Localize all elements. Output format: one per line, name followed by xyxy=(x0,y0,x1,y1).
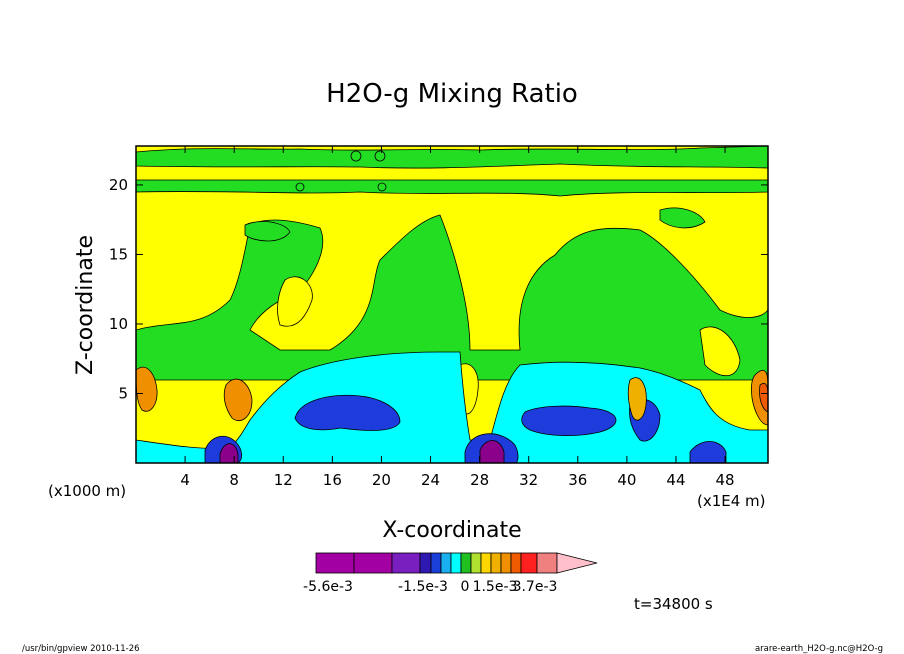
x-tick-label: 28 xyxy=(470,471,489,489)
blue-core-bottom-3 xyxy=(689,441,727,463)
chart-title: H2O-g Mixing Ratio xyxy=(326,79,578,109)
yellow-plume-3 xyxy=(699,326,741,377)
x-tick-label: 8 xyxy=(229,471,239,489)
footer-right: arare-earth_H2O-g.nc@H2O-g xyxy=(755,644,883,654)
x-axis-label: X-coordinate xyxy=(382,518,521,543)
colorbar-label: -1.5e-3 xyxy=(398,579,448,595)
x-tick-label: 24 xyxy=(421,471,440,489)
colorbar-cell xyxy=(490,552,502,574)
green-upper-band-2 xyxy=(136,179,768,197)
plot-frame xyxy=(135,145,769,464)
colorbar-cell xyxy=(450,552,462,574)
x-tick-label: 4 xyxy=(180,471,190,489)
x-tick-label: 32 xyxy=(519,471,538,489)
colorbar-cell xyxy=(510,552,522,574)
colorbar-arrow xyxy=(556,552,598,574)
green-dot-3 xyxy=(295,182,305,192)
x-tick-label: 20 xyxy=(372,471,391,489)
colorbar-cell xyxy=(440,552,452,574)
x-unit-left: (x1000 m) xyxy=(48,482,126,500)
colorbar-cell xyxy=(430,552,442,574)
blue-core-mid xyxy=(521,405,617,437)
colorbar-cell xyxy=(353,552,393,574)
colorbar-cell xyxy=(480,552,492,574)
orange-core-8 xyxy=(223,378,253,422)
colorbar-cell xyxy=(500,552,512,574)
plot-area xyxy=(136,146,768,463)
green-blob-top xyxy=(244,221,291,242)
x-tick-label: 40 xyxy=(617,471,636,489)
yellow-plume-1 xyxy=(277,276,313,327)
x-tick-label: 44 xyxy=(666,471,685,489)
x-tick-label: 16 xyxy=(323,471,342,489)
y-tick-label: 5 xyxy=(118,384,128,402)
y-axis: 5 10 15 20 xyxy=(109,176,768,402)
x-unit-right: (x1E4 m) xyxy=(697,492,766,510)
colorbar-cell xyxy=(419,552,432,574)
x-tick-label: 48 xyxy=(716,471,735,489)
colorbar: -5.6e-3 -1.5e-3 0 1.5e-33.7e-3 xyxy=(303,552,598,595)
colorbar-label: 0 xyxy=(461,579,470,595)
green-upper-band xyxy=(136,146,768,169)
x-axis: 4 8 12 16 20 24 28 32 36 40 44 48 xyxy=(180,146,735,489)
yellow-plume-orange-1 xyxy=(627,377,647,421)
y-tick-label: 15 xyxy=(109,245,128,263)
x-tick-label: 12 xyxy=(274,471,293,489)
colorbar-label: 1.5e-3 xyxy=(473,579,518,595)
y-tick-label: 10 xyxy=(109,315,128,333)
time-label: t=34800 s xyxy=(634,595,713,613)
green-dot-2 xyxy=(374,150,386,162)
purple-core-2 xyxy=(479,440,505,463)
colorbar-label: 3.7e-3 xyxy=(513,579,558,595)
colorbar-label: -5.6e-3 xyxy=(303,579,353,595)
x-tick-label: 36 xyxy=(568,471,587,489)
cyan-layer xyxy=(136,351,768,463)
colorbar-cell xyxy=(315,552,355,574)
green-dot-1 xyxy=(350,150,362,162)
y-axis-label: Z-coordinate xyxy=(73,235,98,375)
green-blob-right xyxy=(659,207,706,229)
green-dot-4 xyxy=(377,182,387,192)
colorbar-cell xyxy=(460,552,472,574)
blue-core-left xyxy=(294,394,401,431)
colorbar-cell xyxy=(391,552,421,574)
colorbar-cell xyxy=(520,552,538,574)
colorbar-cell xyxy=(470,552,482,574)
y-tick-label: 20 xyxy=(109,176,128,194)
colorbar-cell xyxy=(536,552,558,574)
red-core-right xyxy=(759,383,768,413)
footer-left: /usr/bin/gpview 2010-11-26 xyxy=(22,644,140,654)
purple-core-1 xyxy=(219,443,239,463)
